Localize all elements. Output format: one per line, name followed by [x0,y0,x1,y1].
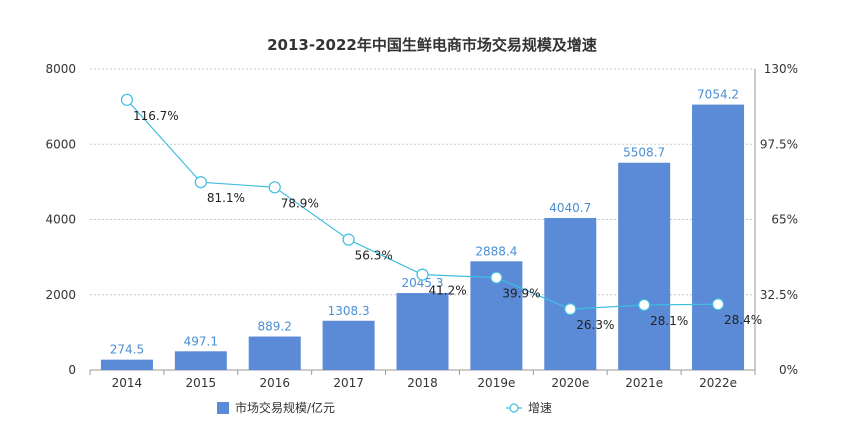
growth-point [268,181,281,194]
bar-value-label: 274.5 [110,343,144,357]
bar [322,320,375,370]
bar-value-label: 1308.3 [328,304,370,318]
x-axis-tick: 2014 [112,376,143,390]
growth-point [120,93,134,106]
x-axis: 2014 2015 2016 2017 2018 2019e 2020e 2021e 2022e [89,370,756,390]
growth-value-label: 26.3% [576,318,614,332]
growth-point [490,271,503,284]
x-axis-tick: 2019e [477,376,515,390]
x-axis-tick: 2020e [551,376,589,390]
right-axis-tick: 130% [764,62,798,76]
growth-value-label: 116.7% [133,109,179,123]
x-axis-tick: 2018 [407,376,438,390]
right-axis-tick: 97.5% [760,137,798,151]
bar-value-label: 4040.7 [549,201,591,215]
bar-series [100,104,745,370]
bar-value-label: 2045.3 [402,276,444,290]
left-axis: 0 2000 4000 6000 8000 [45,62,76,377]
left-axis-tick: 4000 [45,213,76,227]
bar [692,104,745,370]
legend-bar-swatch [217,402,229,414]
growth-point [342,233,355,246]
growth-value-label: 78.9% [281,196,319,210]
chart-title: 2013-2022年中国生鲜电商市场交易规模及增速 [267,36,597,54]
growth-value-label: 28.4% [724,313,762,327]
growth-point [564,303,577,316]
bar [396,293,449,370]
growth-value-label: 56.3% [355,249,393,263]
growth-point [711,298,725,311]
left-axis-tick: 0 [68,363,76,377]
left-axis-tick: 2000 [45,288,76,302]
bar-labels: 274.5 497.1 889.2 1308.3 2045.3 2888.4 4040.7 5… [110,88,739,357]
bar-value-label: 889.2 [258,320,292,334]
left-axis-tick: 8000 [45,62,76,76]
right-axis-tick: 65% [771,213,798,227]
x-axis-tick: 2021e [625,376,663,390]
bar-value-label: 2888.4 [475,244,517,258]
growth-value-label: 81.1% [207,191,245,205]
bar [618,162,671,370]
bar-value-label: 497.1 [184,334,218,348]
x-axis-tick: 2017 [333,376,364,390]
right-axis: 0% 32.5% 65% 97.5% 130% [760,62,798,377]
bar [544,217,597,370]
x-axis-tick: 2022e [699,376,737,390]
bar-value-label: 5508.7 [623,146,665,160]
bar [100,359,153,370]
legend-bar-label: 市场交易规模/亿元 [235,400,335,415]
growth-point [194,176,207,189]
x-axis-tick: 2016 [259,376,290,390]
growth-point [416,268,429,281]
growth-value-label: 41.2% [429,284,467,298]
left-axis-tick: 6000 [45,137,76,151]
x-axis-tick: 2015 [186,376,217,390]
growth-value-label: 28.1% [650,314,688,328]
legend: 市场交易规模/亿元 增速 [217,400,552,415]
bar [248,336,301,370]
growth-value-label: 39.9% [502,287,540,301]
growth-point [638,298,651,312]
bar [174,351,227,370]
bar-value-label: 7054.2 [697,88,739,102]
right-axis-tick: 32.5% [760,288,798,302]
right-axis-tick: 0% [779,363,798,377]
line-series: 116.7% 81.1% 78.9% 56.3% 41.2% 39.9% 26.3% 28.1… [120,93,762,332]
legend-line-marker [509,403,519,413]
legend-line-label: 增速 [528,401,552,415]
